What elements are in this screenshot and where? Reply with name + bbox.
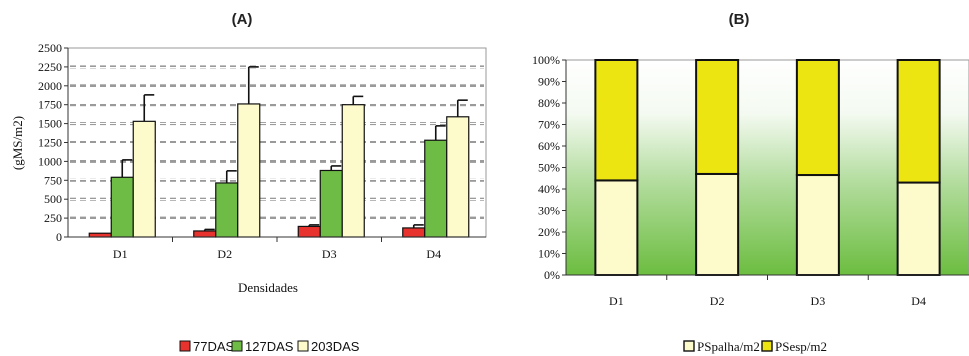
chart-a-grid — [70, 65, 484, 220]
chart-a-legend-label: 203DAS — [311, 339, 360, 354]
chart-b-y-tick-label: 10% — [538, 247, 560, 261]
chart-b-legend-label: PSpalha/m2 — [697, 339, 760, 354]
chart-a-bar — [132, 120, 156, 238]
chart-b-y-tick-label: 70% — [538, 118, 560, 132]
chart-a-y-axis-label: (gMS/m2) — [10, 116, 25, 170]
chart-b-y-tick-label: 80% — [538, 96, 560, 110]
chart-b-y-tick-label: 40% — [538, 182, 560, 196]
chart-b-y-tick-label: 0% — [544, 268, 560, 282]
chart-a-legend-label: 77DAS — [193, 339, 235, 354]
chart-b-bar-segment — [896, 181, 941, 276]
chart-b-x-tick-label: D3 — [811, 294, 826, 308]
chart-a-y-tick-label: 250 — [44, 211, 62, 225]
chart-a-gridline — [70, 84, 484, 88]
chart-b-bar-segment — [695, 172, 740, 276]
chart-a-x-tick-label: D3 — [322, 247, 337, 261]
chart-a-y-tick-label: 750 — [44, 173, 62, 187]
chart-a-bar — [424, 139, 448, 238]
chart-b-bar-segment — [695, 59, 740, 175]
chart-a-legend: 77DAS 127DAS 203DAS — [179, 339, 360, 354]
chart-b-y-tick-label: 90% — [538, 75, 560, 89]
chart-a-y-tick-label: 500 — [44, 192, 62, 206]
chart-b-legend-swatch — [761, 340, 773, 352]
chart-a-y-tick-label: 1500 — [38, 117, 62, 131]
chart-a-bar — [193, 230, 217, 238]
chart-a-y-tick-label: 1250 — [38, 136, 62, 150]
chart-a-gridline — [70, 122, 484, 126]
chart-a-legend-swatch — [297, 340, 309, 352]
chart-b: (B) 0% 10% 20% 30% 40% 50% 60% 70% 80% 90% 100% D1… — [532, 11, 969, 354]
chart-b-legend-swatch — [683, 340, 695, 352]
chart-a-bar — [88, 232, 112, 238]
chart-b-legend-label: PSesp/m2 — [775, 339, 827, 354]
chart-b-bar-segment — [594, 59, 639, 182]
chart-a-bar — [215, 182, 239, 238]
chart-a-y-tick-label: 1750 — [38, 98, 62, 112]
chart-a-gridline — [70, 141, 484, 144]
chart-a-x-tick-label: D2 — [217, 247, 232, 261]
chart-b-bar-segment — [896, 59, 941, 184]
chart-b-bar-segment — [795, 174, 840, 276]
chart-a-bar — [297, 225, 321, 238]
chart-a-y-tick-label: 1000 — [38, 154, 62, 168]
chart-a-gridline — [70, 178, 484, 182]
chart-b-x-tick-label: D1 — [609, 294, 624, 308]
chart-b-y-tick-label: 60% — [538, 139, 560, 153]
chart-a-bar — [319, 169, 343, 238]
chart-b-y-ticks: 0% 10% 20% 30% 40% 50% 60% 70% 80% 90% 100% — [532, 53, 567, 282]
chart-b-title: (B) — [729, 11, 750, 28]
chart-a-gridline — [70, 103, 484, 107]
chart-a-y-tick-label: 2500 — [38, 41, 62, 55]
chart-a-x-axis-label: Densidades — [238, 280, 298, 295]
chart-a-legend-label: 127DAS — [245, 339, 294, 354]
chart-a-legend-swatch — [231, 340, 243, 352]
chart-b-y-tick-label: 50% — [538, 161, 560, 175]
chart-a-y-tick-label: 0 — [56, 230, 62, 244]
chart-b-bar-segment — [795, 59, 840, 177]
chart-a-bar — [110, 176, 134, 238]
chart-b-y-tick-label: 20% — [538, 225, 560, 239]
chart-a-x-tick-label: D1 — [113, 247, 128, 261]
chart-a-bars — [88, 66, 470, 238]
chart-a-legend-swatch — [179, 340, 191, 352]
chart-a-bar — [402, 227, 426, 238]
chart-a-y-ticks: 0 250 500 750 1000 1250 1500 1750 2000 2250 2500 — [38, 41, 69, 244]
chart-a-gridline — [70, 216, 484, 220]
chart-b-x-tick-label: D4 — [911, 294, 926, 308]
chart-a-bar — [341, 104, 365, 238]
chart-a-bar — [237, 103, 261, 238]
chart-a: (A) 0 250 500 750 1000 1250 1500 1750 2000 2250 25… — [10, 11, 487, 354]
chart-a-y-tick-label: 2000 — [38, 79, 62, 93]
chart-a-gridline — [70, 197, 484, 201]
chart-b-bars — [594, 59, 941, 276]
chart-b-y-tick-label: 100% — [532, 53, 560, 67]
chart-a-title: (A) — [232, 11, 253, 28]
chart-a-x-ticks: D1 D2 D3 D4 — [68, 236, 486, 261]
chart-a-x-tick-label: D4 — [426, 247, 441, 261]
chart-b-x-tick-label: D2 — [710, 294, 725, 308]
chart-a-y-tick-label: 2250 — [38, 60, 62, 74]
chart-a-gridline — [70, 65, 484, 69]
chart-a-gridline — [70, 159, 484, 163]
chart-a-bar — [446, 116, 470, 238]
chart-b-y-tick-label: 30% — [538, 204, 560, 218]
chart-b-x-ticks: D1 D2 D3 D4 — [566, 274, 969, 308]
chart-b-bar-segment — [594, 179, 639, 276]
chart-b-legend: PSpalha/m2 PSesp/m2 — [683, 339, 827, 354]
